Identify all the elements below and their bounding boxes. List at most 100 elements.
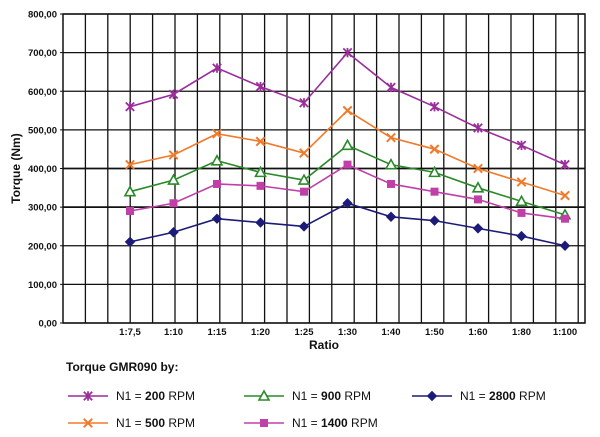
x-tick-label: 1:7,5 bbox=[119, 327, 141, 338]
y-tick-label: 200,00 bbox=[28, 241, 57, 252]
legend-label: N1 = 1400 RPM bbox=[292, 416, 378, 430]
data-point bbox=[387, 179, 395, 188]
data-point bbox=[386, 82, 396, 93]
series-200-rpm bbox=[125, 47, 570, 170]
data-point bbox=[167, 173, 180, 185]
data-point bbox=[168, 150, 179, 160]
data-point bbox=[299, 148, 309, 158]
legend-item-1400-rpm: N1 = 1400 RPM bbox=[244, 416, 378, 430]
data-point bbox=[430, 187, 439, 196]
data-point bbox=[559, 240, 571, 251]
data-point bbox=[428, 165, 441, 178]
y-tick-label: 500,00 bbox=[28, 125, 57, 136]
data-point bbox=[560, 190, 570, 201]
data-point bbox=[298, 221, 310, 232]
data-point bbox=[213, 179, 221, 188]
legend-title: Torque GMR090 by: bbox=[66, 360, 178, 374]
data-point bbox=[429, 144, 440, 155]
legend-label: N1 = 900 RPM bbox=[292, 389, 371, 403]
data-point bbox=[211, 213, 223, 224]
data-point bbox=[471, 181, 485, 193]
data-point bbox=[343, 160, 352, 169]
data-point bbox=[169, 199, 178, 208]
x-tick-label: 1:80 bbox=[512, 327, 531, 338]
data-point bbox=[255, 217, 266, 228]
data-point bbox=[560, 159, 570, 170]
legend-item-500-rpm: N1 = 500 RPM bbox=[68, 416, 195, 430]
data-point bbox=[516, 140, 527, 151]
data-point bbox=[210, 154, 224, 166]
legend-marker bbox=[257, 389, 271, 401]
data-point bbox=[126, 206, 134, 215]
data-point bbox=[517, 208, 526, 217]
data-point bbox=[168, 89, 179, 100]
y-tick-label: 600,00 bbox=[28, 87, 57, 98]
x-tick-label: 1:60 bbox=[468, 327, 487, 338]
y-tick-label: 300,00 bbox=[28, 203, 57, 214]
data-point bbox=[386, 132, 396, 143]
data-point bbox=[255, 136, 266, 147]
legend-label: N1 = 500 RPM bbox=[116, 416, 195, 430]
series-line bbox=[129, 202, 566, 247]
legend-item-200-rpm: N1 = 200 RPM bbox=[68, 389, 195, 403]
data-point bbox=[124, 236, 136, 248]
data-point bbox=[168, 227, 179, 238]
series-line bbox=[129, 109, 566, 197]
y-tick-label: 0,00 bbox=[39, 319, 58, 330]
data-point bbox=[125, 101, 135, 112]
x-tick-label: 1:20 bbox=[251, 327, 270, 338]
legend-label: N1 = 200 RPM bbox=[116, 389, 195, 403]
data-point bbox=[516, 177, 527, 187]
legend-label: N1 = 2800 RPM bbox=[460, 389, 546, 403]
data-point bbox=[384, 157, 398, 170]
data-point bbox=[254, 165, 267, 178]
x-tick-label: 1:50 bbox=[425, 327, 444, 338]
x-tick-label: 1:30 bbox=[338, 327, 357, 338]
grid bbox=[62, 13, 586, 324]
y-tick-label: 700,00 bbox=[28, 48, 57, 59]
data-point bbox=[516, 230, 527, 242]
series-500-rpm bbox=[125, 105, 570, 201]
data-point bbox=[561, 214, 569, 223]
legend-marker bbox=[83, 391, 93, 401]
data-point bbox=[341, 138, 354, 151]
legend-marker bbox=[426, 390, 438, 402]
y-axis-title: Torque (Nm) bbox=[9, 133, 23, 203]
legend-item-2800-rpm: N1 = 2800 RPM bbox=[412, 389, 546, 403]
data-point bbox=[123, 185, 137, 197]
x-tick-label: 1:25 bbox=[294, 327, 314, 338]
y-tick-label: 400,00 bbox=[28, 164, 57, 175]
data-point bbox=[474, 195, 482, 204]
data-point bbox=[429, 101, 440, 112]
x-axis-title: Ratio bbox=[309, 338, 339, 352]
data-point bbox=[125, 159, 135, 170]
y-tick-label: 800,00 bbox=[28, 10, 57, 21]
x-tick-label: 1:100 bbox=[553, 327, 577, 338]
data-point bbox=[473, 163, 483, 174]
data-point bbox=[473, 123, 483, 133]
data-point bbox=[297, 173, 311, 185]
data-point bbox=[342, 47, 353, 58]
series-line bbox=[129, 163, 566, 220]
series-900-rpm bbox=[123, 138, 572, 220]
data-point bbox=[212, 63, 222, 73]
data-point bbox=[299, 98, 309, 108]
data-point bbox=[300, 187, 308, 196]
data-point bbox=[342, 198, 353, 209]
data-point bbox=[429, 215, 440, 226]
data-point bbox=[342, 105, 353, 116]
legend-item-900-rpm: N1 = 900 RPM bbox=[244, 389, 371, 403]
series-1400-rpm bbox=[126, 160, 569, 223]
x-tick-label: 1:15 bbox=[207, 327, 227, 338]
data-point bbox=[385, 211, 397, 222]
data-point bbox=[255, 81, 266, 92]
series-2800-rpm bbox=[124, 198, 571, 251]
data-point bbox=[256, 181, 265, 190]
legend-marker bbox=[83, 418, 93, 428]
y-tick-label: 100,00 bbox=[28, 280, 57, 291]
data-point bbox=[515, 194, 528, 207]
data-point bbox=[212, 128, 222, 139]
x-tick-label: 1:10 bbox=[164, 327, 183, 338]
